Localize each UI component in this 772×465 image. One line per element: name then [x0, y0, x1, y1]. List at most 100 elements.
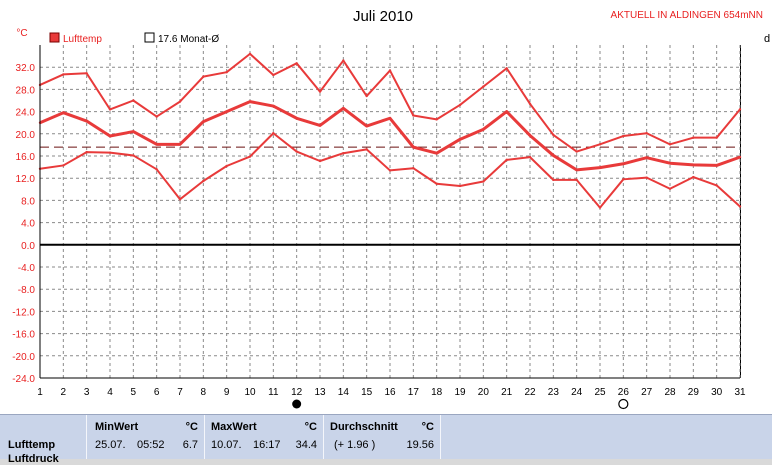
data-point-max [668, 143, 672, 146]
data-point-max [412, 114, 415, 117]
x-tick-label: 14 [338, 387, 350, 398]
data-point-max [738, 108, 742, 111]
data-point-avg [388, 117, 392, 120]
x-tick-label: 30 [711, 387, 723, 398]
data-point-max [178, 100, 182, 103]
stats-panel: Lufttemp Luftdruck MinWert °C 25.07. 05:… [0, 414, 772, 465]
legend-swatch-average [144, 32, 155, 43]
data-point-avg [318, 124, 322, 127]
y-tick-label: 24.0 [16, 108, 36, 119]
data-point-avg [668, 162, 672, 165]
x-tick-label: 11 [268, 387, 279, 398]
x-tick-label: 23 [548, 387, 560, 398]
stats-min-header: MinWert [95, 421, 139, 433]
data-point-min [458, 184, 462, 188]
y-tick-label: 8.0 [21, 196, 35, 207]
data-point-min [342, 152, 345, 155]
data-point-max [505, 67, 508, 70]
x-tick-label: 10 [244, 387, 256, 398]
data-point-max [132, 99, 135, 102]
x-tick-label: 4 [107, 387, 113, 398]
x-tick-label: 3 [84, 387, 90, 398]
full-moon-icon [618, 398, 629, 410]
data-point-max [272, 73, 275, 77]
y-tick-label: 20.0 [16, 130, 36, 141]
data-point-max [622, 134, 625, 138]
data-point-min [202, 179, 205, 183]
stats-min-value: 6.7 [182, 439, 198, 451]
stats-avg-diff: (+ 1.96 ) [334, 439, 376, 451]
x-tick-label: 28 [664, 387, 676, 398]
data-point-min [692, 175, 695, 179]
data-point-avg [342, 107, 345, 110]
data-point-max [482, 85, 485, 88]
data-point-avg [178, 143, 182, 146]
stats-avg-cell: Durchschnitt °C (+ 1.96 ) 19.56 [324, 415, 441, 459]
data-point-min [598, 206, 602, 209]
data-point-min [365, 148, 368, 151]
data-point-min [248, 155, 252, 158]
data-point-avg [132, 130, 135, 133]
x-tick-label: 1 [37, 387, 43, 398]
y-tick-label: 32.0 [16, 63, 36, 74]
data-point-avg [85, 119, 88, 123]
legend: Lufttemp 17.6 Monat-Ø [49, 32, 219, 45]
data-point-avg [412, 145, 415, 149]
new-moon-icon [292, 399, 302, 409]
data-point-min [552, 178, 555, 182]
edge-label: d [764, 33, 770, 45]
x-tick-label: 25 [594, 387, 606, 398]
data-point-min [575, 178, 578, 182]
data-point-min [715, 184, 718, 187]
x-tick-label: 6 [154, 387, 160, 398]
data-point-avg [155, 143, 158, 146]
data-point-avg [225, 110, 228, 113]
x-tick-label: 16 [384, 387, 396, 398]
data-point-min [108, 151, 112, 154]
stats-min-unit: °C [185, 421, 198, 433]
data-point-max [388, 69, 392, 72]
data-point-min [435, 182, 438, 185]
axes: 1 2 3 4 5 6 7 8 9 10 11 12 13 14 15 16 17 18 19 20 21 22 23 24 2… [12, 45, 746, 398]
data-point-avg [622, 162, 625, 165]
x-tick-label: 21 [501, 387, 513, 398]
data-point-max [108, 108, 112, 111]
data-point-max [692, 136, 695, 139]
x-tick-label: 9 [224, 387, 230, 398]
stats-min-cell: MinWert °C 25.07. 05:52 6.7 [87, 415, 205, 459]
x-tick-label: 8 [201, 387, 207, 398]
y-tick-label: 16.0 [16, 152, 36, 163]
x-tick-label: 19 [454, 387, 466, 398]
stats-row-label-2: Luftdruck [8, 453, 59, 465]
x-tick-label: 12 [291, 387, 303, 398]
data-point-avg [552, 154, 555, 157]
x-tick-label: 20 [478, 387, 490, 398]
x-tick-label: 29 [688, 387, 700, 398]
x-tick-label: 13 [314, 387, 326, 398]
data-point-avg [482, 128, 485, 131]
stats-max-header: MaxWert [211, 421, 257, 433]
data-point-max [225, 70, 228, 74]
data-point-min [155, 168, 158, 171]
y-tick-label: -4.0 [18, 263, 36, 274]
stats-min-date: 25.07. [95, 439, 126, 451]
x-tick-label: 7 [177, 387, 183, 398]
data-point-avg [62, 111, 65, 114]
x-tick-label: 5 [131, 387, 137, 398]
data-point-min [178, 198, 182, 201]
stats-avg-unit: °C [421, 421, 434, 433]
data-point-min [738, 205, 742, 208]
data-point-max [598, 143, 602, 146]
reference-lines [40, 146, 740, 246]
data-point-max [85, 72, 88, 75]
data-point-max [528, 102, 532, 106]
y-tick-label: 0.0 [21, 241, 35, 252]
y-tick-label: -20.0 [12, 352, 35, 363]
x-tick-label: 26 [618, 387, 630, 398]
plot-right-border [740, 45, 741, 378]
x-tick-label: 27 [641, 387, 653, 398]
legend-swatch-lufttemp [49, 32, 60, 43]
y-tick-label: -8.0 [18, 285, 36, 296]
status-text: AKTUELL IN ALDINGEN 654mNN [611, 10, 763, 21]
